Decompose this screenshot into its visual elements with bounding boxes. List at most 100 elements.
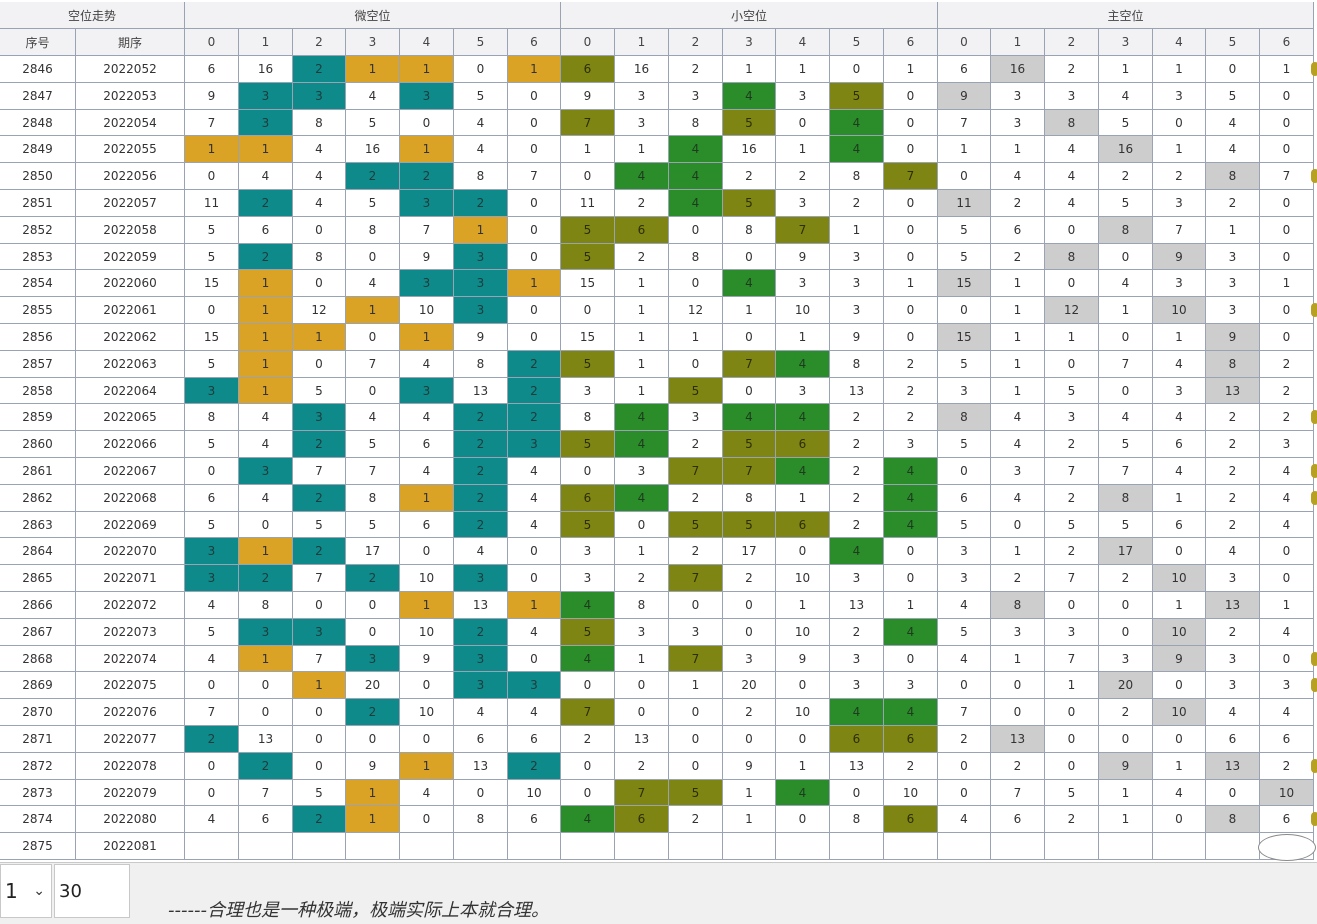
cell-b-4: 4: [776, 404, 830, 431]
cell-b-1: 3: [615, 110, 669, 136]
cell-b-4: 0: [776, 726, 830, 753]
cell-b-4: 9: [776, 646, 830, 672]
cell-c-5: 3: [1206, 244, 1260, 270]
cell-c-2: 5: [1045, 512, 1099, 538]
cell-b-4: 3: [776, 270, 830, 297]
cell-c-5: 2: [1206, 458, 1260, 485]
cell-b-5: 3: [830, 646, 884, 672]
cell-b-3: 5: [723, 190, 776, 217]
cell-c-3: 8: [1099, 485, 1153, 512]
cell-a-3: 0: [346, 244, 400, 270]
cell-a-3: 16: [346, 136, 400, 163]
cell-a-0: 2: [185, 726, 239, 753]
cell-c-3: 2: [1099, 699, 1153, 726]
cell-b-4: 0: [776, 110, 830, 136]
cell-a-5: [454, 833, 508, 860]
cell-a-0: 4: [185, 646, 239, 672]
cell-c-5: 9: [1206, 324, 1260, 351]
cell-b-4: 3: [776, 83, 830, 110]
cell-c-0: 15: [938, 324, 991, 351]
cell-a-2: 5: [293, 780, 346, 806]
cell-c-0: 0: [938, 458, 991, 485]
cell-a-6: 0: [508, 565, 561, 592]
cell-c-4: 4: [1153, 780, 1206, 806]
row-seq: 2846: [0, 56, 76, 83]
cell-a-2: 7: [293, 458, 346, 485]
cell-c-0: 5: [938, 351, 991, 378]
cell-a-1: 8: [239, 592, 293, 619]
cell-c-0: 4: [938, 646, 991, 672]
cell-a-2: 8: [293, 244, 346, 270]
cell-c-6: 0: [1260, 190, 1314, 217]
cell-a-2: 4: [293, 136, 346, 163]
cell-b-3: 1: [723, 56, 776, 83]
cell-b-6: 3: [884, 672, 938, 699]
cell-a-5: 3: [454, 672, 508, 699]
cell-c-0: 0: [938, 753, 991, 780]
cell-c-0: 5: [938, 217, 991, 244]
cell-b-5: 2: [830, 619, 884, 646]
cell-c-6: 4: [1260, 619, 1314, 646]
cell-b-3: 0: [723, 378, 776, 404]
cell-b-0: 7: [561, 110, 615, 136]
cell-c-6: 0: [1260, 297, 1314, 324]
cell-c-4: 1: [1153, 485, 1206, 512]
cell-c-2: 4: [1045, 190, 1099, 217]
cell-b-2: 3: [669, 404, 723, 431]
cell-a-4: 9: [400, 646, 454, 672]
cell-c-2: 3: [1045, 83, 1099, 110]
cell-b-1: [615, 833, 669, 860]
cell-a-6: 2: [508, 753, 561, 780]
cell-b-2: 0: [669, 592, 723, 619]
cell-b-3: 2: [723, 565, 776, 592]
cell-c-5: 5: [1206, 83, 1260, 110]
cell-c-6: 0: [1260, 646, 1314, 672]
cell-b-3: 17: [723, 538, 776, 565]
cell-c-5: 8: [1206, 163, 1260, 190]
row-seq: 2873: [0, 780, 76, 806]
row-period: 2022077: [76, 726, 185, 753]
cell-c-3: 5: [1099, 190, 1153, 217]
row-period: 2022070: [76, 538, 185, 565]
row-period: 2022071: [76, 565, 185, 592]
cell-a-2: 3: [293, 404, 346, 431]
cell-b-6: 0: [884, 217, 938, 244]
cell-c-2: [1045, 833, 1099, 860]
cell-a-4: 4: [400, 404, 454, 431]
cell-b-0: 0: [561, 672, 615, 699]
cell-b-5: [830, 833, 884, 860]
cell-b-5: 2: [830, 512, 884, 538]
cell-b-5: 4: [830, 699, 884, 726]
cell-a-0: 3: [185, 565, 239, 592]
cell-c-4: 0: [1153, 726, 1206, 753]
cell-b-5: 0: [830, 780, 884, 806]
cell-c-5: 13: [1206, 753, 1260, 780]
count-input[interactable]: 30: [54, 864, 130, 918]
cell-b-6: 2: [884, 378, 938, 404]
cell-c-4: 2: [1153, 163, 1206, 190]
cell-c-0: 5: [938, 431, 991, 458]
cell-c-1: 2: [991, 244, 1045, 270]
cell-c-2: 2: [1045, 538, 1099, 565]
row-seq: 2874: [0, 806, 76, 833]
cell-c-2: 1: [1045, 672, 1099, 699]
cell-c-0: 9: [938, 83, 991, 110]
cell-c-3: 0: [1099, 378, 1153, 404]
cell-b-3: 7: [723, 351, 776, 378]
cell-c-3: 0: [1099, 619, 1153, 646]
cell-b-5: 2: [830, 404, 884, 431]
cell-b-3: 9: [723, 753, 776, 780]
cell-b-6: 6: [884, 726, 938, 753]
cell-b-6: 0: [884, 244, 938, 270]
page-select[interactable]: 1 ⌄: [0, 864, 52, 918]
cell-b-6: 0: [884, 324, 938, 351]
cell-b-5: 4: [830, 110, 884, 136]
cell-b-0: 5: [561, 619, 615, 646]
cell-a-0: [185, 833, 239, 860]
cell-b-1: 0: [615, 699, 669, 726]
cell-c-0: 7: [938, 699, 991, 726]
row-period: 2022079: [76, 780, 185, 806]
cell-c-0: 0: [938, 163, 991, 190]
cell-a-5: 2: [454, 404, 508, 431]
cell-c-4: 3: [1153, 378, 1206, 404]
